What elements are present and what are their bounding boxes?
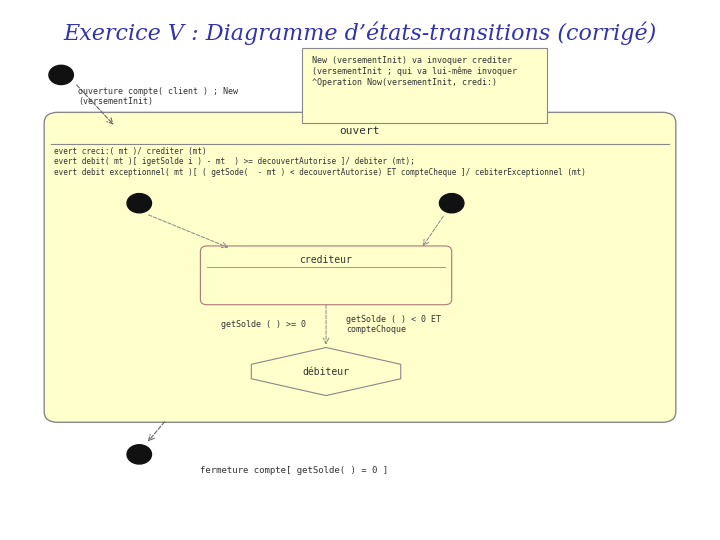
Polygon shape <box>251 348 401 396</box>
Text: crediteur: crediteur <box>300 255 353 265</box>
Text: getSolde ( ) < 0 ET
compteChoque: getSolde ( ) < 0 ET compteChoque <box>346 315 441 334</box>
Text: Exercice V : Diagramme d’états-transitions (corrigé): Exercice V : Diagramme d’états-transitio… <box>63 22 657 45</box>
Circle shape <box>127 445 151 464</box>
Text: ouvert: ouvert <box>340 126 380 136</box>
Text: New (versementInit) va invoquer crediter
(versementInit ; qui va lui-même invoqu: New (versementInit) va invoquer crediter… <box>312 56 518 86</box>
Text: fermeture compte[ getSolde( ) = 0 ]: fermeture compte[ getSolde( ) = 0 ] <box>200 466 389 475</box>
Circle shape <box>49 65 73 85</box>
FancyBboxPatch shape <box>44 112 676 422</box>
Text: getSolde ( ) >= 0: getSolde ( ) >= 0 <box>220 320 306 329</box>
Circle shape <box>127 193 151 213</box>
Text: ouverture compte( client ) ; New
(versementInit): ouverture compte( client ) ; New (versem… <box>78 86 238 106</box>
Text: débiteur: débiteur <box>302 367 349 376</box>
Text: evert creci:( mt )/ crediter (mt)
evert debit( mt )[ igetSolde i ) - mt  ) >= de: evert creci:( mt )/ crediter (mt) evert … <box>55 147 586 177</box>
FancyBboxPatch shape <box>302 48 546 123</box>
Circle shape <box>439 193 464 213</box>
FancyBboxPatch shape <box>200 246 451 305</box>
